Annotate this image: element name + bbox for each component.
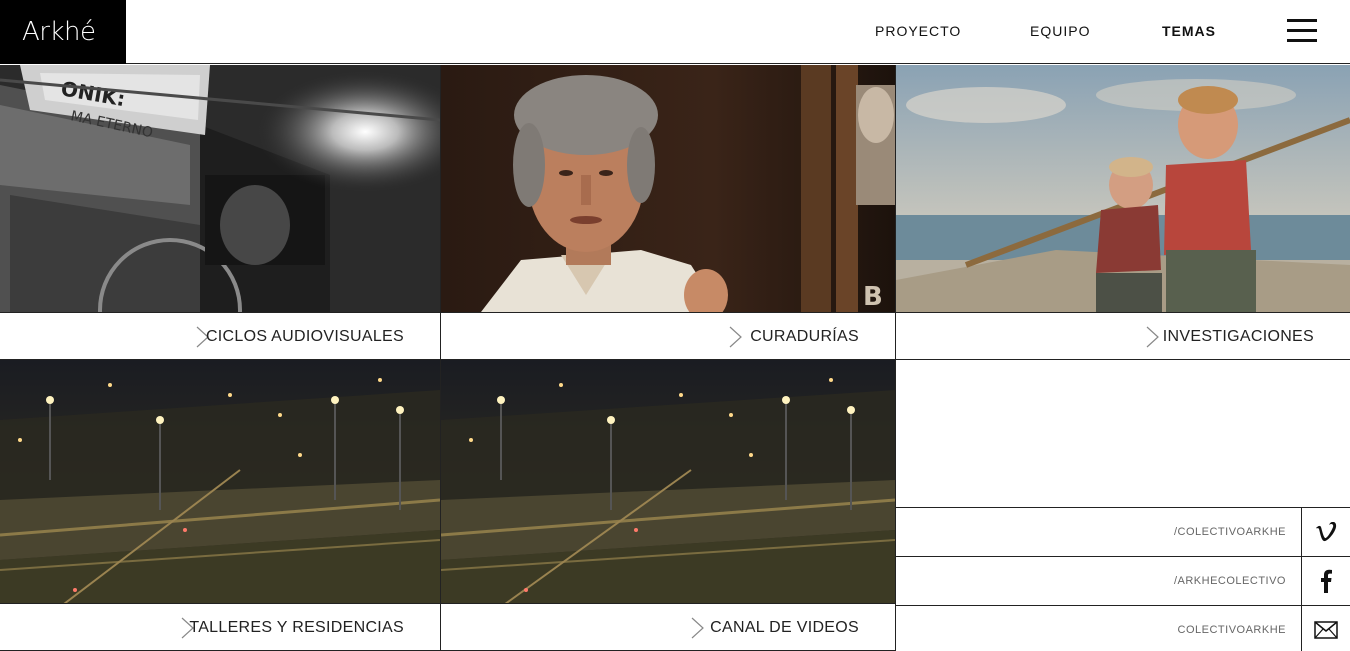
- site-logo[interactable]: Arkhé: [0, 0, 126, 64]
- mail-icon[interactable]: [1301, 606, 1350, 651]
- nav-item-temas[interactable]: TEMAS: [1162, 23, 1216, 39]
- talleres-y-residencias-image: [0, 360, 440, 607]
- tile-label: TALLERES Y RESIDENCIAS: [189, 619, 404, 636]
- tile-label: CICLOS AUDIOVISUALES: [205, 328, 404, 345]
- chevron-right-icon: [729, 326, 742, 348]
- tile-label-bar[interactable]: INVESTIGACIONES: [896, 312, 1350, 360]
- site-header: Arkhé PROYECTO EQUIPO TEMAS: [0, 0, 1350, 64]
- tile-talleres-y-residencias[interactable]: TALLERES Y RESIDENCIAS: [0, 360, 440, 651]
- social-handle[interactable]: /ARKHECOLECTIVO: [1173, 575, 1286, 587]
- ciclos-audiovisuales-image: ONIK: MA ETERNO: [0, 65, 440, 312]
- tile-investigaciones[interactable]: INVESTIGACIONES: [896, 65, 1350, 360]
- tile-label-bar[interactable]: TALLERES Y RESIDENCIAS: [0, 603, 440, 651]
- vimeo-icon[interactable]: [1301, 508, 1350, 556]
- hamburger-menu-icon[interactable]: [1287, 19, 1317, 43]
- tile-label: CURADURÍAS: [750, 328, 859, 345]
- canal-de-videos-image: [441, 360, 895, 607]
- social-row-email[interactable]: COLECTIVOARKHE: [896, 605, 1350, 651]
- tile-label-bar[interactable]: CICLOS AUDIOVISUALES: [0, 312, 440, 360]
- investigaciones-image: [896, 65, 1350, 312]
- facebook-icon[interactable]: [1301, 557, 1350, 605]
- curadurias-image: B: [441, 65, 895, 312]
- tile-canal-de-videos[interactable]: CANAL DE VIDEOS: [441, 360, 895, 651]
- tile-curadurias[interactable]: B CURADURÍAS: [441, 65, 895, 360]
- chevron-right-icon: [691, 617, 704, 639]
- column-divider: [440, 65, 441, 651]
- chevron-right-icon: [181, 617, 194, 639]
- column-divider: [895, 65, 896, 651]
- nav-item-proyecto[interactable]: PROYECTO: [875, 23, 962, 39]
- social-row-facebook[interactable]: /ARKHECOLECTIVO: [896, 556, 1350, 605]
- tile-label: INVESTIGACIONES: [1162, 328, 1314, 345]
- tile-ciclos-audiovisuales[interactable]: ONIK: MA ETERNO CICLOS AUDIOVISUALES: [0, 65, 440, 360]
- chevron-right-icon: [1146, 326, 1159, 348]
- tile-label-bar[interactable]: CURADURÍAS: [441, 312, 895, 360]
- social-row-vimeo[interactable]: /COLECTIVOARKHE: [896, 507, 1350, 556]
- tile-label-bar[interactable]: CANAL DE VIDEOS: [441, 603, 895, 651]
- nav-item-equipo[interactable]: EQUIPO: [1030, 23, 1091, 39]
- social-handle[interactable]: COLECTIVOARKHE: [1177, 624, 1286, 636]
- svg-text:B: B: [863, 282, 883, 312]
- chevron-right-icon: [196, 326, 209, 348]
- social-handle[interactable]: /COLECTIVOARKHE: [1173, 526, 1286, 538]
- tile-label: CANAL DE VIDEOS: [710, 619, 859, 636]
